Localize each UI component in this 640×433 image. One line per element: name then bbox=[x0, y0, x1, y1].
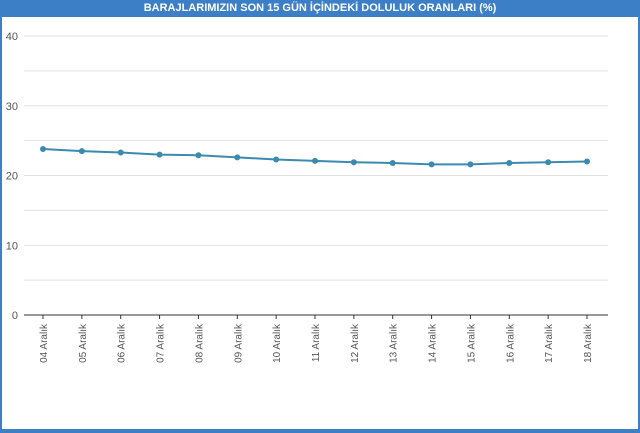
y-tick-label: 20 bbox=[6, 171, 18, 183]
series-layer bbox=[40, 145, 590, 168]
data-point bbox=[40, 145, 46, 152]
x-tick-label: 05 Aralık bbox=[78, 323, 89, 363]
x-tick-label: 10 Aralık bbox=[272, 323, 283, 363]
data-point bbox=[195, 152, 202, 159]
data-point bbox=[273, 156, 280, 163]
x-tick-label: 17 Aralık bbox=[544, 323, 555, 363]
data-point bbox=[545, 159, 552, 166]
data-point bbox=[350, 159, 357, 166]
data-point bbox=[234, 154, 241, 161]
axis-layer: 0 10 20 30 40 04 Aralık 05 Aralık 06 Aralık 07 A… bbox=[6, 31, 608, 363]
x-tick-label: 14 Aralık bbox=[428, 323, 439, 363]
x-tick-label: 16 Aralık bbox=[505, 323, 516, 363]
x-tick-label: 08 Aralık bbox=[194, 323, 205, 363]
data-point bbox=[312, 157, 318, 164]
y-tick-label: 10 bbox=[6, 240, 18, 252]
data-point bbox=[78, 148, 85, 155]
data-point bbox=[428, 161, 435, 168]
data-point bbox=[506, 159, 513, 166]
x-tick-label: 09 Aralık bbox=[233, 323, 244, 363]
x-tick-label: 13 Aralık bbox=[389, 323, 400, 363]
chart-title: BARAJLARIMIZIN SON 15 GÜN İÇİNDEKİ DOLUL… bbox=[0, 0, 640, 17]
data-point bbox=[584, 158, 590, 165]
data-point bbox=[467, 161, 474, 168]
y-tick-label: 30 bbox=[6, 101, 18, 113]
y-tick-label: 40 bbox=[6, 31, 18, 43]
x-tick-label: 18 Aralık bbox=[583, 323, 594, 363]
x-tick-label: 07 Aralık bbox=[156, 323, 167, 363]
x-tick-label: 04 Aralık bbox=[39, 323, 50, 363]
x-tick-label: 06 Aralık bbox=[117, 323, 128, 363]
x-tick-label: 11 Aralık bbox=[311, 323, 322, 362]
x-tick-label: 12 Aralık bbox=[350, 323, 361, 363]
x-tick-label: 15 Aralık bbox=[466, 323, 477, 363]
data-point bbox=[117, 149, 124, 156]
grid-layer bbox=[24, 35, 608, 281]
data-point bbox=[389, 159, 396, 166]
y-tick-label: 0 bbox=[12, 310, 18, 322]
data-point bbox=[156, 151, 163, 158]
